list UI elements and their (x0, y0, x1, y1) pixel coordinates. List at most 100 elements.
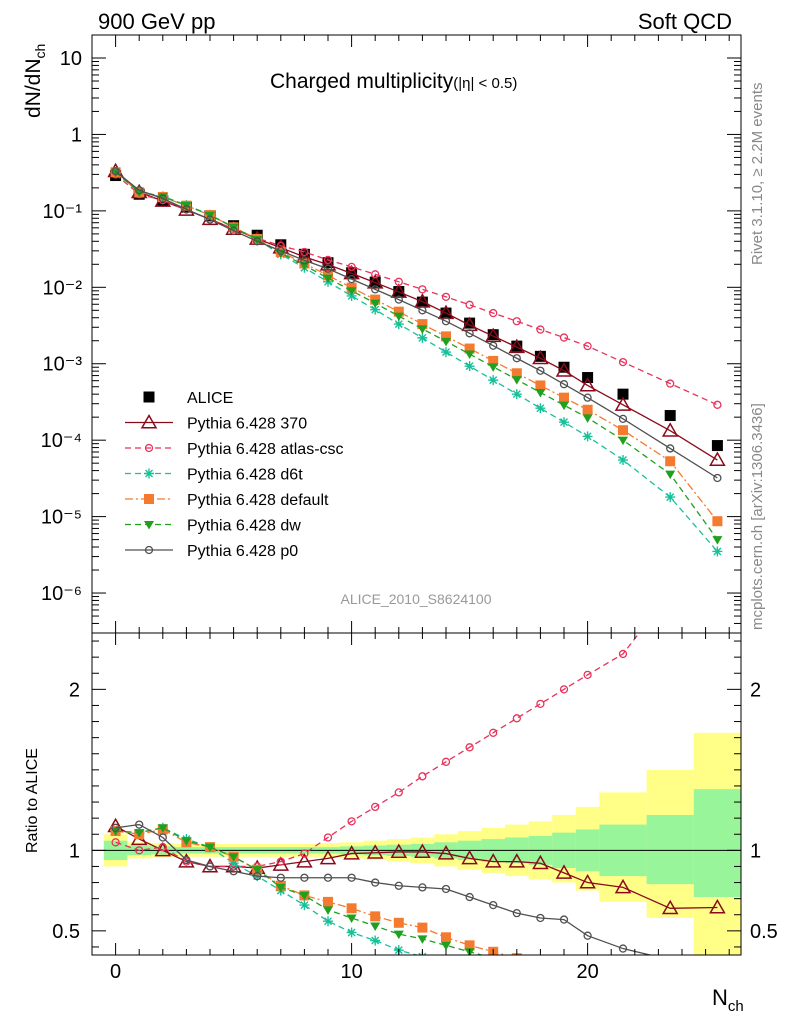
ratio-point (343, 845, 360, 860)
ratio-point (618, 944, 628, 953)
ratio-point (371, 878, 380, 887)
ratio-point (252, 866, 263, 875)
ratio-point (135, 820, 144, 829)
data-point (182, 205, 191, 214)
ratio-point (272, 856, 290, 871)
ratio-point (394, 881, 403, 890)
x-tick-label: 0 (110, 961, 121, 983)
data-point (488, 375, 499, 386)
ratio-point (182, 855, 191, 865)
ratio-point (394, 788, 403, 797)
y-tick-label: 10⁻² (43, 277, 83, 299)
ratio-point (441, 932, 451, 943)
ratio-point (536, 699, 545, 708)
ratio-point (709, 898, 726, 914)
series-5 (110, 168, 723, 545)
ratio-point (441, 757, 451, 766)
data-point (393, 319, 404, 330)
analysis-label: ALICE_2010_S8624100 (340, 591, 491, 607)
data-point (370, 299, 381, 309)
data-point (441, 292, 451, 302)
data-point (488, 355, 499, 366)
data-point (511, 368, 522, 379)
ratio-point (275, 883, 286, 893)
data-point (347, 262, 356, 272)
data-point (559, 417, 569, 428)
data-point (579, 376, 596, 392)
ratio-point (535, 958, 545, 968)
legend-marker (143, 391, 155, 403)
ratio-point (135, 846, 144, 855)
ratio-point (296, 853, 313, 868)
data-point (582, 431, 593, 442)
legend-label: ALICE (187, 390, 233, 407)
data-point (709, 451, 726, 467)
ratio-point (665, 990, 675, 999)
ratio-series-5 (111, 820, 653, 955)
ratio-point (583, 670, 592, 680)
data-point (617, 388, 629, 400)
ratio-point (276, 873, 285, 882)
x-label: N (712, 985, 728, 1010)
legend-marker (144, 443, 154, 453)
data-point (713, 400, 722, 409)
data-point (441, 317, 451, 326)
data-point (205, 215, 215, 224)
ratio-point (323, 906, 333, 915)
data-point (712, 516, 723, 527)
ratio-point (158, 842, 167, 852)
data-point (618, 455, 628, 466)
ratio-point (366, 844, 384, 859)
ratio-point (414, 843, 431, 858)
data-point (487, 329, 499, 341)
data-point (559, 392, 569, 403)
ratio-point (111, 823, 120, 832)
data-point (346, 287, 357, 296)
axes: 0 10 20 10 1 10⁻¹ 10⁻² 10⁻³ 10⁻⁴ 10⁻⁵ 10⁻⁶ 0.5 0.5 1 1… (41, 34, 778, 983)
data-point (614, 396, 632, 411)
data-point (532, 349, 549, 365)
ratio-point (508, 853, 526, 868)
data-point (465, 329, 474, 338)
ratio-point (393, 930, 404, 940)
ratio-point (618, 980, 628, 989)
data-point (534, 350, 546, 362)
ratio-point (667, 589, 674, 596)
ratio-point (532, 854, 549, 870)
ratio-point (417, 935, 428, 944)
ratio-point (205, 862, 215, 871)
ratio-point (441, 956, 451, 966)
y-tick-label: 10⁻¹ (43, 201, 83, 223)
ratio-point (418, 883, 427, 892)
data-point (135, 186, 144, 195)
legend-label: Pythia 6.428 d6t (187, 467, 303, 484)
data-point (618, 357, 628, 367)
data-point (464, 350, 475, 360)
data-point (535, 389, 546, 398)
ratio-point (555, 864, 573, 879)
ratio-point (323, 916, 333, 927)
ratio-point (205, 843, 215, 853)
y-axis-label-ratio: Ratio to ALICE (24, 748, 41, 853)
ratio-point (418, 772, 427, 781)
data-point (393, 312, 404, 322)
x-axis-label: Nch (712, 985, 744, 1015)
legend-label: Pythia 6.428 dw (187, 518, 301, 535)
ratio-point (299, 891, 310, 901)
ratio-point (665, 984, 675, 994)
ratio-y-tick-label-right: 0.5 (750, 921, 778, 943)
legend-label: Pythia 6.428 atlas-csc (187, 441, 344, 458)
ratio-point (323, 873, 333, 882)
data-point (535, 403, 546, 414)
data-point (665, 492, 676, 503)
ratio-point (559, 969, 569, 978)
ratio-point (512, 908, 521, 918)
data-point (712, 546, 723, 557)
legend-marker (144, 494, 154, 504)
ratio-point (579, 874, 596, 889)
chart-title-main: Charged multiplicity (270, 70, 454, 93)
data-point (559, 380, 569, 389)
data-point (536, 366, 545, 375)
data-point (323, 264, 333, 273)
ratio-point (228, 858, 239, 869)
